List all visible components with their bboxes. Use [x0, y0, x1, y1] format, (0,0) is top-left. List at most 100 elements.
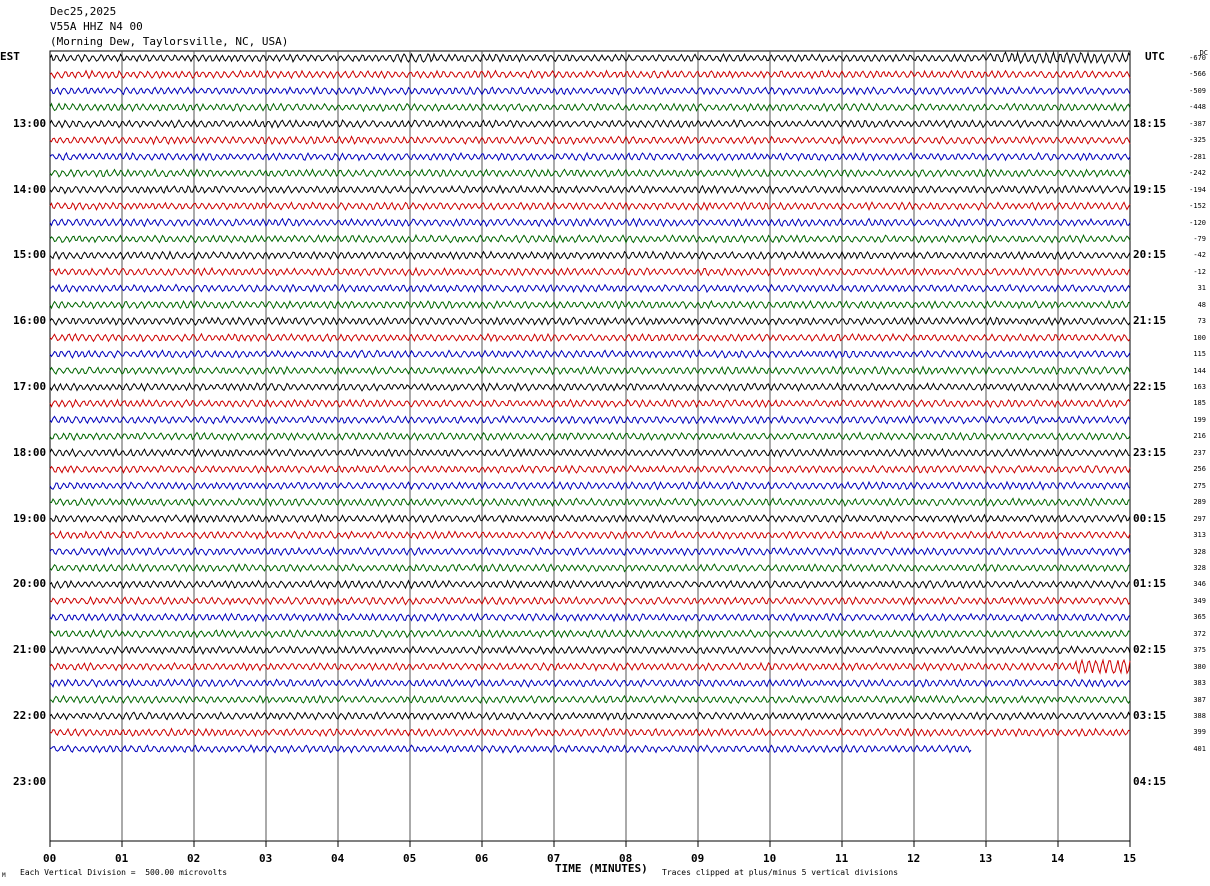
- utc-hour-label: 23:15: [1133, 445, 1167, 459]
- seismic-trace: [49, 398, 1131, 409]
- est-hour-label: 19:00: [13, 511, 47, 525]
- seismic-trace: [49, 349, 1131, 360]
- est-hour-label: 16:00: [13, 314, 47, 328]
- seismic-trace: [49, 513, 1131, 524]
- dc-offset-label: 372: [1193, 629, 1206, 638]
- x-tick-label: 10: [763, 852, 777, 865]
- x-tick-label: 14: [1051, 852, 1065, 865]
- x-tick-label: 05: [403, 852, 417, 865]
- x-tick-label: 06: [475, 852, 489, 865]
- seismic-trace: [49, 217, 1131, 228]
- seismic-trace: [49, 595, 1131, 606]
- dc-offset-label: 387: [1193, 695, 1206, 704]
- dc-offset-label: 144: [1193, 366, 1206, 375]
- dc-offset-label: 31: [1197, 284, 1206, 293]
- utc-hour-label: 22:15: [1133, 380, 1167, 393]
- utc-hour-label: 01:15: [1133, 577, 1167, 591]
- dc-offset-label: 365: [1193, 613, 1206, 622]
- x-tick-label: 09: [691, 852, 705, 865]
- seismic-trace: [49, 201, 1131, 212]
- est-hour-label: 20:00: [13, 577, 47, 591]
- corner-mark: M: [2, 872, 6, 879]
- seismic-trace: [49, 431, 1131, 442]
- dc-offset-label: 289: [1193, 498, 1206, 507]
- dc-offset-label: 185: [1193, 399, 1206, 408]
- seismic-trace: [49, 69, 1131, 80]
- seismic-trace: [49, 563, 1131, 573]
- seismic-trace: [49, 316, 1131, 327]
- dc-offset-label: -325: [1189, 136, 1206, 145]
- dc-offset-label: 100: [1193, 333, 1206, 342]
- seismic-trace: [49, 497, 1131, 508]
- seismic-trace: [49, 480, 1131, 491]
- dc-offset-label: -194: [1189, 185, 1206, 194]
- dc-offset-label: 115: [1193, 350, 1206, 359]
- dc-offset-label: 199: [1193, 415, 1206, 424]
- seismic-trace: [49, 579, 1131, 590]
- station-code: V55A HHZ N4 00: [50, 20, 143, 33]
- dc-offset-label: 73: [1197, 317, 1206, 326]
- utc-hour-label: 04:15: [1133, 774, 1167, 788]
- dc-offset-label: 380: [1193, 662, 1206, 671]
- dc-offset-label: 328: [1193, 547, 1206, 556]
- est-hour-label: 18:00: [13, 445, 47, 459]
- dc-offset-label: -509: [1189, 86, 1206, 95]
- dc-offset-label: -242: [1189, 169, 1206, 178]
- dc-offset-label: -79: [1193, 234, 1206, 243]
- seismic-trace: [49, 414, 1131, 425]
- seismic-trace: [49, 612, 1131, 623]
- seismic-trace: [49, 546, 1131, 557]
- seismic-trace: [49, 233, 1131, 244]
- seismic-trace: [49, 658, 1131, 675]
- utc-axis-label: UTC: [1145, 50, 1165, 63]
- seismic-trace: [49, 645, 1131, 655]
- seismic-trace: [49, 184, 1131, 195]
- x-tick-label: 01: [115, 852, 129, 865]
- utc-hour-label: 20:15: [1133, 248, 1167, 262]
- utc-hour-label: 21:15: [1133, 314, 1167, 328]
- utc-hour-label: 03:15: [1133, 709, 1167, 722]
- est-axis-label: EST: [0, 50, 20, 63]
- dc-offset-label: 216: [1193, 432, 1206, 441]
- clip-note: Traces clipped at plus/minus 5 vertical …: [662, 868, 899, 877]
- seismic-trace: [49, 382, 1131, 393]
- dc-offset-label: 375: [1193, 646, 1206, 655]
- seismic-trace: [49, 250, 1131, 261]
- seismic-trace: [49, 694, 1131, 705]
- x-tick-label: 07: [547, 852, 561, 865]
- x-tick-label: 00: [43, 852, 57, 865]
- dc-offset-label: 399: [1193, 728, 1206, 737]
- x-tick-label: 11: [835, 852, 849, 865]
- seismic-trace: [49, 118, 1131, 129]
- seismic-trace: [49, 464, 1131, 475]
- dc-offset-label: -42: [1193, 251, 1206, 260]
- seismic-trace: [49, 168, 1131, 179]
- dc-offset-label: 401: [1193, 744, 1206, 753]
- x-tick-label: 08: [619, 852, 633, 865]
- seismic-trace: [49, 365, 1131, 376]
- seismic-trace: [49, 283, 1131, 294]
- dc-offset-label: -12: [1193, 267, 1206, 276]
- x-tick-label: 03: [259, 852, 273, 865]
- dc-offset-label: 237: [1193, 448, 1206, 457]
- seismic-trace: [49, 51, 1131, 65]
- seismic-trace: [49, 102, 1131, 113]
- est-hour-label: 15:00: [13, 248, 47, 262]
- dc-offset-label: -387: [1189, 119, 1206, 128]
- dc-offset-label: 297: [1193, 514, 1206, 523]
- dc-offset-label: 346: [1193, 580, 1206, 589]
- seismic-trace: [49, 743, 972, 755]
- dc-offset-label: 313: [1193, 531, 1206, 540]
- seismic-trace: [49, 266, 1131, 277]
- est-hour-label: 22:00: [13, 709, 47, 722]
- est-hour-label: 13:00: [13, 116, 47, 130]
- plot-date: Dec25,2025: [50, 5, 117, 18]
- plot-frame: [49, 50, 1131, 842]
- dc-offset-label: -670: [1189, 54, 1206, 62]
- est-hour-label: 21:00: [13, 643, 47, 657]
- x-tick-label: 04: [331, 852, 345, 865]
- dc-offset-label: 256: [1193, 465, 1206, 474]
- dc-offset-label: -281: [1189, 152, 1206, 161]
- dc-offset-label: 349: [1193, 596, 1206, 605]
